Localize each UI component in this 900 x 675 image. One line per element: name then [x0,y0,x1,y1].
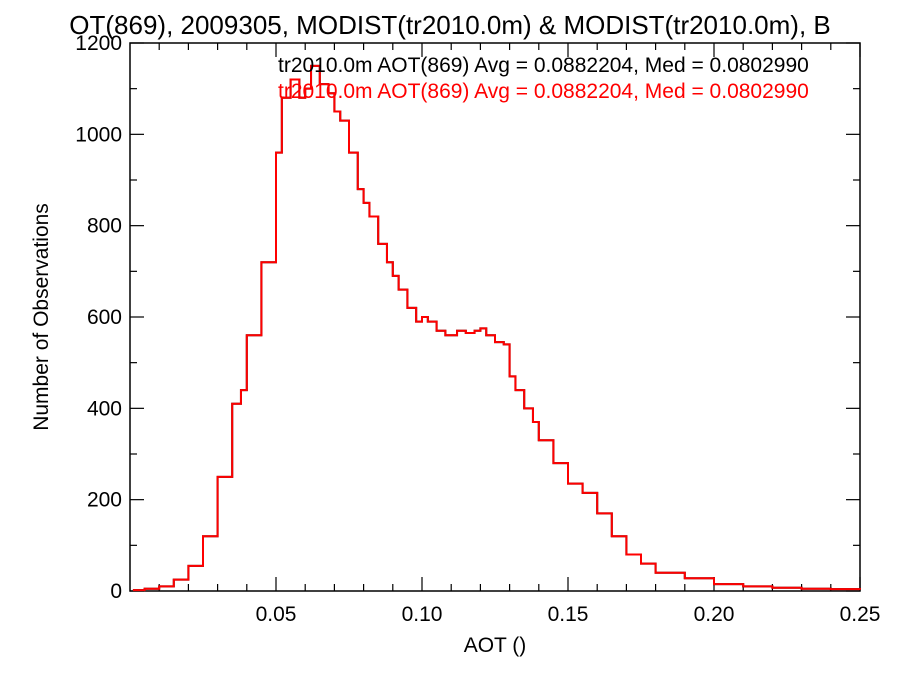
y-tick-label: 1000 [75,123,122,146]
axis-tick-labels: 0.05 0.10 0.15 0.20 0.25 0 200 400 600 800 1000 120… [75,32,880,626]
x-tick-label: 0.10 [402,603,443,626]
axis-ticks [130,42,861,592]
chart-title: OT(869), 2009305, MODIST(tr2010.0m) & MO… [69,10,830,40]
y-tick-label: 600 [87,306,122,329]
x-tick-label: 0.25 [840,603,881,626]
y-tick-label: 0 [110,580,122,603]
x-tick-label: 0.05 [256,603,297,626]
x-axis-label: AOT () [464,634,527,657]
legend-entry-2: tr2010.0m AOT(869) Avg = 0.0882204, Med … [278,80,809,103]
legend-entry-1: tr2010.0m AOT(869) Avg = 0.0882204, Med … [278,54,809,77]
x-tick-label: 0.15 [548,603,589,626]
y-tick-label: 200 [87,489,122,512]
y-tick-label: 1200 [75,32,122,55]
y-tick-label: 400 [87,397,122,420]
y-axis-label: Number of Observations [30,203,53,431]
legend: tr2010.0m AOT(869) Avg = 0.0882204, Med … [278,54,809,103]
series-layer [132,64,861,592]
x-tick-label: 0.20 [694,603,735,626]
y-tick-label: 800 [87,215,122,238]
histogram-series-2 [132,64,861,592]
